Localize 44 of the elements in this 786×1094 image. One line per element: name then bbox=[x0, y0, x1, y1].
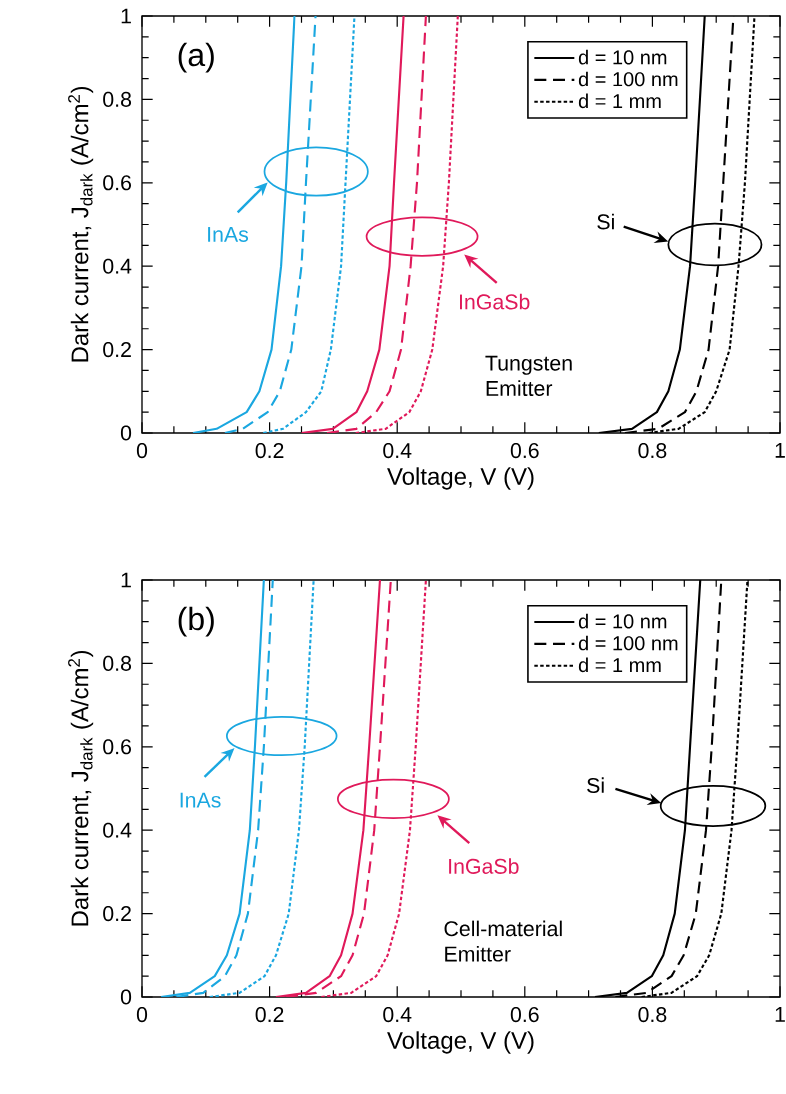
y-tick-label: 0.2 bbox=[103, 342, 131, 358]
y-tick-label: 0 bbox=[120, 989, 132, 1005]
x-tick-label: 0.2 bbox=[255, 443, 284, 459]
y-tick-label: 1 bbox=[121, 8, 131, 24]
x-tick-label: 1 bbox=[775, 1007, 785, 1022]
x-tick-label: 0 bbox=[136, 443, 148, 459]
y-tick-label: 0.8 bbox=[103, 91, 132, 107]
annotation: (a) bbox=[178, 42, 214, 73]
y-axis-title: Dark current, J$_{dark}$ (A/cm$^{2}$) bbox=[68, 86, 94, 362]
y-tick-label: 0.2 bbox=[103, 906, 131, 922]
x-tick-label: 0.4 bbox=[383, 443, 412, 459]
y-tick-label: 0.4 bbox=[103, 258, 132, 274]
y-tick-label: 0 bbox=[120, 425, 132, 441]
legend-label: d = 10 nm bbox=[578, 613, 667, 629]
x-tick-label: 0.8 bbox=[638, 1007, 667, 1023]
annotation: Si bbox=[597, 213, 614, 230]
legend-label: d = 100 nm bbox=[578, 71, 678, 87]
y-tick-label: 0.6 bbox=[103, 739, 132, 755]
x-tick-label: 0 bbox=[136, 1007, 148, 1023]
legend-label: d = 1 mm bbox=[578, 657, 661, 673]
legend-label: d = 1 mm bbox=[578, 93, 661, 109]
y-tick-label: 0.4 bbox=[103, 822, 132, 838]
annotation: (b) bbox=[178, 606, 214, 637]
annotation: InGaSb bbox=[459, 293, 530, 310]
x-tick-label: 0.8 bbox=[638, 443, 667, 459]
x-tick-label: 0.4 bbox=[383, 1007, 412, 1023]
annotation: Si bbox=[587, 777, 604, 793]
y-tick-label: 1 bbox=[121, 572, 131, 588]
annotation: InAs bbox=[180, 792, 221, 808]
y-tick-label: 0.8 bbox=[103, 655, 132, 671]
x-tick-label: 0.2 bbox=[255, 1007, 284, 1023]
annotation: Cell-material Emitter bbox=[444, 920, 562, 962]
x-axis-title: Voltage, V (V) bbox=[387, 1031, 534, 1054]
annotation: InGaSb bbox=[449, 858, 519, 874]
y-axis-title: Dark current, J$_{dark}$ (A/cm$^{2}$) bbox=[68, 650, 94, 926]
x-tick-label: 1 bbox=[775, 443, 785, 458]
legend-label: d = 100 nm bbox=[578, 635, 678, 651]
annotation: Tungsten Emitter bbox=[485, 355, 572, 396]
x-tick-label: 0.6 bbox=[510, 1007, 539, 1023]
x-tick-label: 0.6 bbox=[510, 443, 539, 459]
legend-label: d = 10 nm bbox=[578, 49, 667, 65]
x-axis-title: Voltage, V (V) bbox=[387, 467, 534, 490]
annotation: InAs bbox=[208, 227, 249, 242]
y-tick-label: 0.6 bbox=[103, 175, 132, 191]
